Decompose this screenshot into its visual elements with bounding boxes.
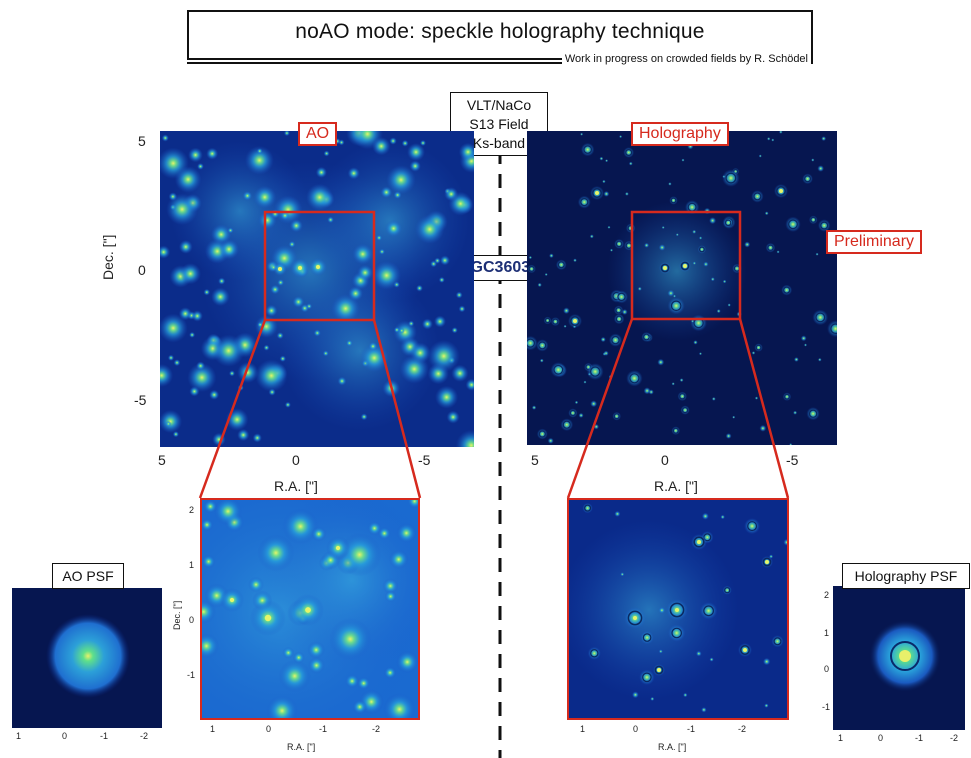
ao-label: AO bbox=[298, 122, 338, 146]
title-box: noAO mode: speckle holography technique bbox=[187, 10, 813, 60]
xtick-label: 1 bbox=[16, 731, 22, 741]
instrument-line: VLT/NaCo bbox=[466, 97, 532, 113]
xtick-label: 0 bbox=[266, 724, 272, 734]
xtick-label: 1 bbox=[580, 724, 586, 734]
ytick-label: 2 bbox=[189, 505, 195, 515]
xtick-label: 0 bbox=[292, 452, 300, 468]
ao-zoom-image bbox=[200, 498, 420, 720]
xtick-label: 0 bbox=[878, 733, 884, 743]
xtick-label: -1 bbox=[319, 724, 328, 734]
ytick-label: -1 bbox=[822, 702, 831, 712]
holography-zoom-image bbox=[567, 498, 789, 720]
preliminary-label: Preliminary bbox=[826, 230, 923, 254]
ytick-label: 1 bbox=[189, 560, 195, 570]
holography-psf-image bbox=[833, 586, 965, 730]
ytick-label: 5 bbox=[138, 133, 146, 149]
xtick-label: 0 bbox=[633, 724, 639, 734]
x-axis-label: R.A. ["] bbox=[287, 742, 316, 752]
xtick-label: 0 bbox=[62, 731, 68, 741]
page-title: noAO mode: speckle holography technique bbox=[295, 20, 705, 43]
xtick-label: -5 bbox=[418, 452, 431, 468]
ao-psf-image bbox=[12, 588, 162, 728]
xtick-label: -1 bbox=[100, 731, 109, 741]
xtick-label: -2 bbox=[372, 724, 381, 734]
xtick-label: 0 bbox=[661, 452, 669, 468]
holography-label: Holography bbox=[631, 122, 729, 146]
xtick-label: -1 bbox=[687, 724, 696, 734]
x-axis-label: R.A. ["] bbox=[654, 478, 698, 494]
xtick-label: 1 bbox=[838, 733, 844, 743]
x-axis-label: R.A. ["] bbox=[658, 742, 687, 752]
ytick-label: 0 bbox=[189, 615, 195, 625]
xtick-label: -2 bbox=[950, 733, 959, 743]
ytick-label: -5 bbox=[134, 392, 147, 408]
x-axis-label: R.A. ["] bbox=[274, 478, 318, 494]
xtick-label: 5 bbox=[158, 452, 166, 468]
xtick-label: -2 bbox=[738, 724, 747, 734]
instrument-line: Ks-band bbox=[472, 135, 526, 151]
holography-psf-label: Holography PSF bbox=[842, 563, 970, 589]
xtick-label: -2 bbox=[140, 731, 149, 741]
ytick-label: 2 bbox=[824, 590, 830, 600]
credit-underline bbox=[187, 58, 813, 64]
xtick-label: 5 bbox=[531, 452, 539, 468]
ytick-label: 0 bbox=[138, 262, 146, 278]
xtick-label: 1 bbox=[210, 724, 216, 734]
center-divider bbox=[498, 150, 502, 758]
y-axis-label: Dec. ["] bbox=[172, 600, 182, 630]
ytick-label: -1 bbox=[187, 670, 196, 680]
xtick-label: -1 bbox=[915, 733, 924, 743]
xtick-label: -5 bbox=[786, 452, 799, 468]
credit-text: Work in progress on crowded fields by R.… bbox=[561, 53, 811, 65]
holography-image bbox=[527, 131, 837, 445]
ao-image bbox=[160, 131, 474, 447]
ytick-label: 1 bbox=[824, 628, 830, 638]
instrument-line: S13 Field bbox=[469, 116, 529, 132]
ao-psf-label: AO PSF bbox=[52, 563, 124, 589]
ytick-label: 0 bbox=[824, 664, 830, 674]
